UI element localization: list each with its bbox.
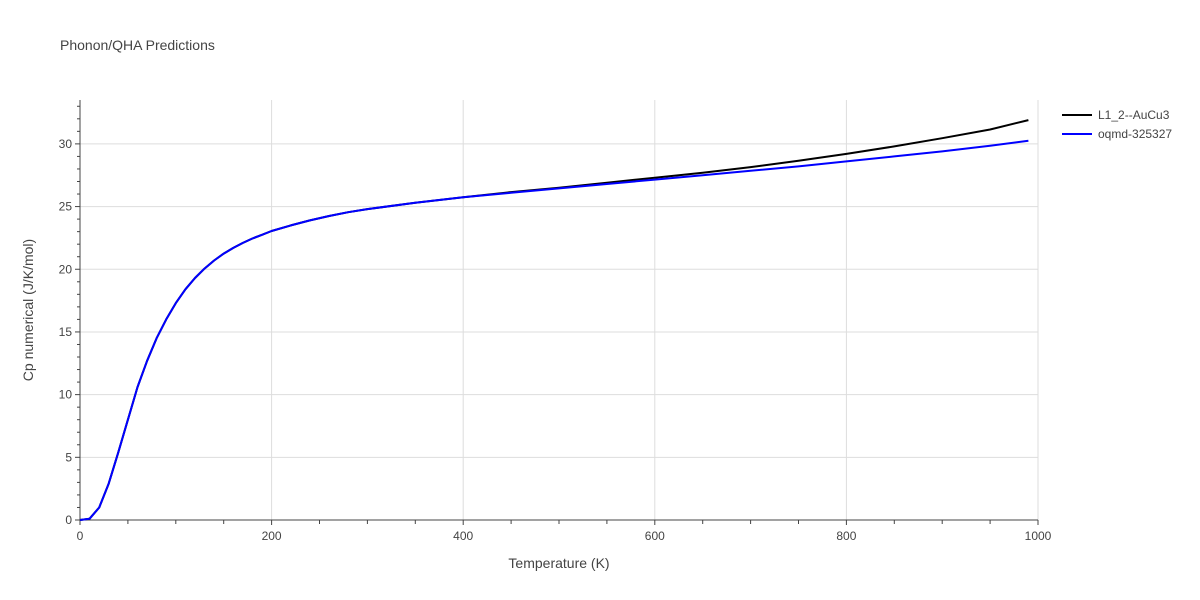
y-tick-label: 10	[59, 388, 73, 402]
legend-label: L1_2--AuCu3	[1098, 108, 1170, 122]
y-tick-label: 15	[59, 325, 73, 339]
x-tick-label: 0	[77, 529, 84, 543]
x-axis-label: Temperature (K)	[508, 555, 609, 571]
series-lines	[79, 119, 1029, 521]
chart-title: Phonon/QHA Predictions	[60, 37, 215, 53]
series-line-1	[79, 139, 1029, 521]
x-tick-label: 200	[262, 529, 282, 543]
legend-item-1[interactable]: oqmd-325327	[1062, 127, 1172, 141]
series-line-0	[79, 119, 1029, 521]
y-tick-label: 5	[65, 450, 72, 464]
legend[interactable]: L1_2--AuCu3 oqmd-325327	[1062, 108, 1172, 141]
y-tick-label: 20	[59, 262, 73, 276]
x-tick-label: 800	[836, 529, 856, 543]
x-tick-label: 600	[645, 529, 665, 543]
y-axis-label: Cp numerical (J/K/mol)	[20, 239, 36, 381]
axes: 0 200 400 600 800 1000 0 5 10 15 20 25 30	[59, 100, 1052, 543]
y-tick-label: 25	[59, 200, 73, 214]
y-tick-label: 30	[59, 137, 73, 151]
legend-label: oqmd-325327	[1098, 127, 1172, 141]
x-tick-label: 400	[453, 529, 473, 543]
grid	[80, 100, 1039, 520]
legend-item-0[interactable]: L1_2--AuCu3	[1062, 108, 1170, 122]
x-tick-label: 1000	[1025, 529, 1052, 543]
y-tick-label: 0	[65, 513, 72, 527]
